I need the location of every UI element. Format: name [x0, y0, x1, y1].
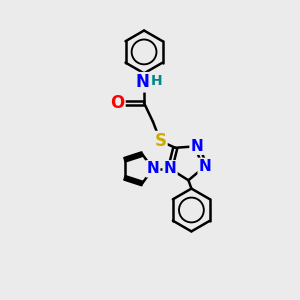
Text: N: N [199, 159, 212, 174]
Text: N: N [146, 161, 159, 176]
Text: N: N [164, 161, 176, 176]
Text: O: O [110, 94, 124, 112]
Text: S: S [154, 132, 166, 150]
Text: H: H [151, 74, 162, 88]
Text: N: N [136, 73, 149, 91]
Text: N: N [190, 139, 203, 154]
